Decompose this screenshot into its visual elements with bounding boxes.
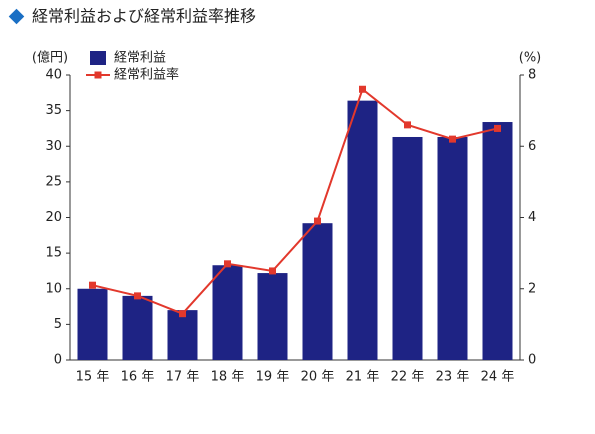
line-point <box>89 281 96 289</box>
y-tick-label: 30 <box>45 139 62 154</box>
x-tick-label: 18 年 <box>211 370 245 385</box>
bar <box>437 136 468 360</box>
title-icon <box>8 8 25 25</box>
y-tick-label: 25 <box>45 174 62 189</box>
bar <box>302 223 333 360</box>
y-axis-label: (億円) <box>32 50 68 66</box>
line-point <box>359 85 366 93</box>
x-tick-label: 20 年 <box>301 370 335 385</box>
x-tick-label: 17 年 <box>166 370 200 385</box>
x-tick-label: 23 年 <box>436 370 470 385</box>
line-point <box>449 135 456 143</box>
line-point <box>404 121 411 129</box>
legend-label: 経常利益 <box>114 51 166 66</box>
y2-tick-label: 8 <box>528 68 536 83</box>
y-tick-label: 5 <box>54 317 62 332</box>
bar <box>482 122 513 361</box>
line-point <box>494 124 501 132</box>
line-point <box>134 292 141 300</box>
y-tick-label: 15 <box>45 246 62 261</box>
legend-swatch <box>90 51 106 65</box>
line <box>92 87 498 315</box>
bar <box>347 100 378 361</box>
y2-tick-label: 4 <box>528 210 536 225</box>
y2-tick-label: 2 <box>528 281 536 296</box>
legend-swatch <box>94 71 102 79</box>
line-point <box>269 267 276 275</box>
x-tick-label: 24 年 <box>481 370 515 385</box>
x-tick-label: 16 年 <box>121 370 155 385</box>
y2-tick-label: 0 <box>528 353 536 368</box>
y-tick-label: 35 <box>45 103 62 118</box>
bar <box>77 288 108 360</box>
x-tick-label: 21 年 <box>346 370 380 385</box>
line-point <box>314 217 321 225</box>
bar <box>167 310 198 360</box>
y2-axis-label: (%) <box>519 51 542 66</box>
chart-title: 経常利益および経常利益率推移 <box>32 7 256 26</box>
line-point <box>179 310 186 318</box>
legend-label: 経常利益率 <box>114 67 179 83</box>
bar <box>257 273 288 360</box>
y-tick-label: 40 <box>45 68 62 83</box>
x-tick-label: 19 年 <box>256 370 290 385</box>
bar <box>122 295 153 360</box>
y2-tick-label: 6 <box>528 139 536 154</box>
y-tick-label: 10 <box>45 281 62 296</box>
y-tick-label: 0 <box>54 353 62 368</box>
x-tick-label: 15 年 <box>76 370 110 385</box>
y-tick-label: 20 <box>45 210 62 225</box>
x-tick-label: 22 年 <box>391 370 425 385</box>
line-point <box>224 260 231 268</box>
bar <box>392 136 423 360</box>
bar <box>212 265 243 360</box>
